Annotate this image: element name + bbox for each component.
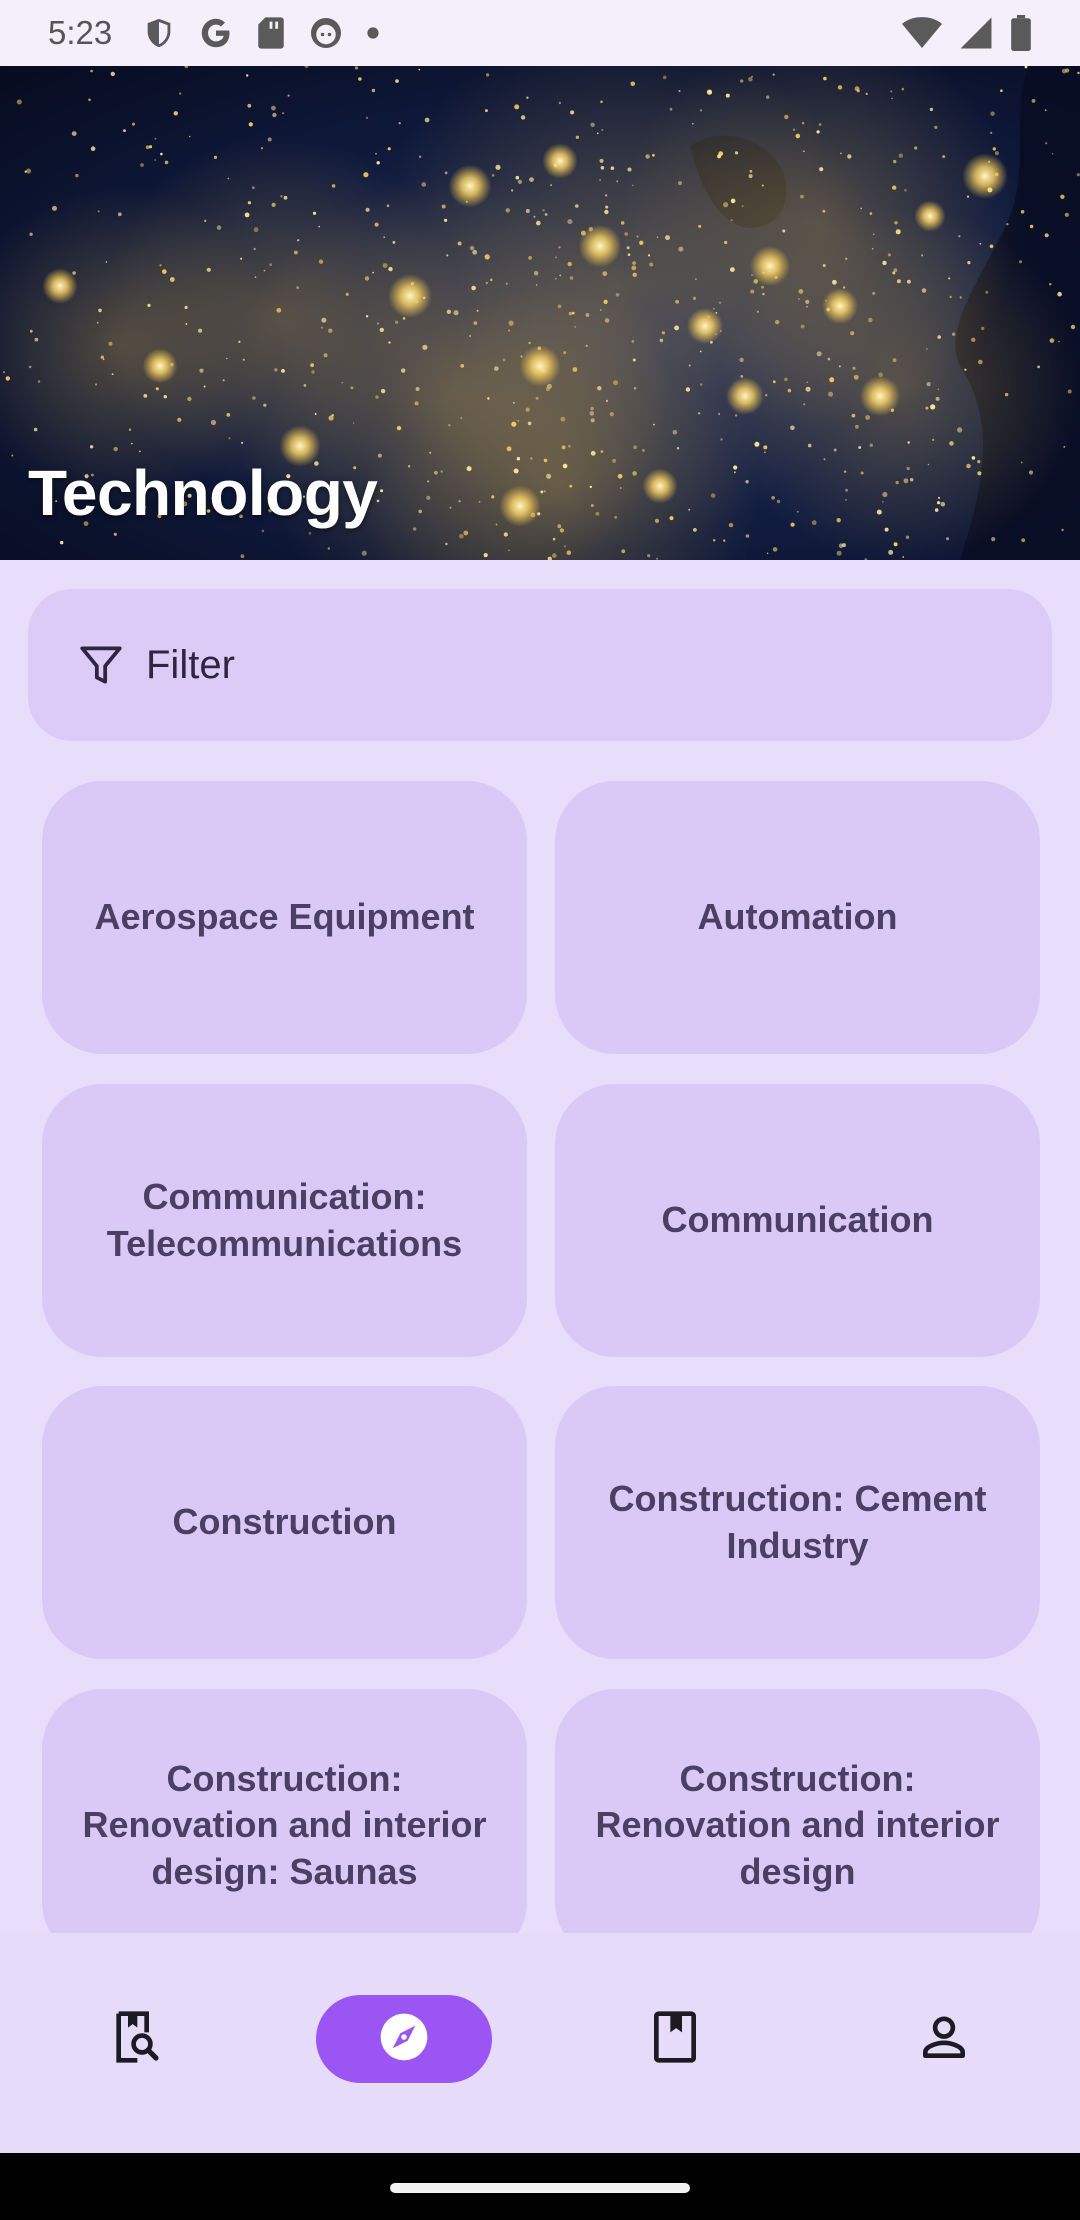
person-icon [916,2009,972,2070]
filter-label: Filter [146,642,235,687]
category-tile[interactable]: Construction: Renovation and interior de… [555,1689,1040,1933]
bookmark-icon [647,2009,703,2070]
google-icon [198,15,234,51]
home-gesture-handle[interactable] [390,2183,690,2193]
category-tile[interactable]: Automation [555,781,1040,1054]
category-tile[interactable]: Communication: Telecommunications [42,1084,527,1357]
night-lights-map-image [0,66,1080,560]
sd-card-icon [256,16,286,50]
category-tile[interactable]: Construction [42,1386,527,1659]
cell-signal-icon [958,16,994,50]
status-time: 5:23 [48,14,113,51]
nav-bookmarks[interactable] [587,1995,763,2083]
category-grid: Aerospace Equipment Automation Communica… [42,781,1040,1933]
category-tile[interactable]: Construction: Renovation and interior de… [42,1689,527,1933]
bottom-navigation [0,1933,1080,2153]
filter-icon [76,640,126,690]
hero-banner: Technology [0,66,1080,560]
shield-icon [142,16,176,50]
nav-library-search[interactable] [47,1995,223,2083]
page-title: Technology [28,457,378,529]
wifi-icon [902,16,942,50]
book-search-icon [107,2009,163,2070]
compass-icon [376,2009,432,2070]
status-bar: 5:23 [0,0,1080,66]
nav-profile[interactable] [856,1995,1032,2083]
battery-icon [1010,15,1032,51]
system-icons [902,15,1032,51]
android-face-icon [308,15,344,51]
dot-icon [366,26,380,40]
category-tile[interactable]: Construction: Cement Industry [555,1386,1040,1659]
filter-button[interactable]: Filter [28,589,1052,741]
notification-icons [142,15,380,51]
category-tile[interactable]: Aerospace Equipment [42,781,527,1054]
category-tile[interactable]: Communication [555,1084,1040,1357]
nav-explore[interactable] [316,1995,492,2083]
system-gesture-area [0,2153,1080,2220]
